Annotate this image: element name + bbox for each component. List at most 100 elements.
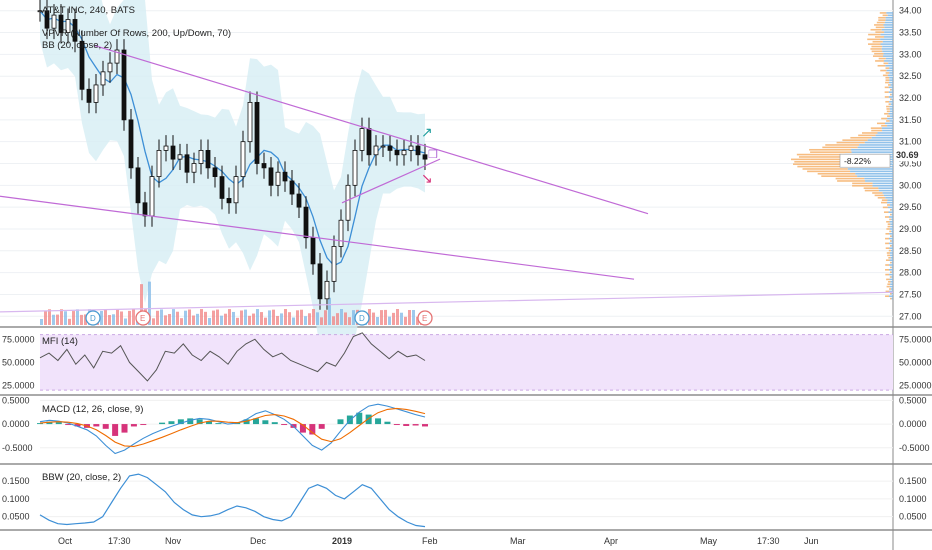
symbol-title: AT&T INC, 240, BATS (42, 5, 135, 16)
vpvr-down-bar (891, 266, 893, 269)
vpvr-down-bar (889, 79, 893, 81)
vpvr-down-bar (889, 100, 893, 103)
volume-bar (48, 309, 51, 325)
candle-body (205, 150, 211, 169)
vpvr-down-bar (864, 177, 893, 180)
volume-bar (180, 318, 183, 325)
price-tick-label: 29.50 (899, 202, 922, 212)
price-tick-label: 27.50 (899, 289, 922, 299)
macd-histogram-bar (384, 421, 391, 425)
vpvr-down-bar (882, 40, 893, 43)
vpvr-up-bar (887, 204, 891, 206)
macd-histogram-bar (252, 418, 259, 425)
volume-bar (164, 315, 167, 325)
vpvr-down-bar (889, 242, 893, 245)
price-pane[interactable]: D E D E ↗ ↘ ❒ 34.00 33.50 33.00 32.50 32.00 31.50 31… (0, 0, 930, 359)
trendlines[interactable] (0, 45, 894, 313)
volume-bar (68, 318, 71, 325)
vpvr-down-bar (889, 247, 893, 249)
candle-body (366, 128, 372, 156)
vpvr-up-bar (876, 21, 885, 24)
vpvr-up-bar (890, 213, 892, 216)
time-tick-label: Oct (58, 536, 73, 546)
vpvr-up-bar (791, 158, 843, 161)
vpvr-up-bar (888, 84, 891, 86)
candle-body (408, 145, 414, 151)
bbw-pane[interactable]: 0.1500 0.1500 0.1000 0.1000 0.0500 0.0500 (2, 473, 927, 528)
vpvr-up-bar (887, 223, 891, 225)
volume-bar (108, 315, 111, 325)
macd-histogram-bar (215, 423, 222, 425)
vpvr-down-bar (878, 187, 893, 189)
vpvr-down-bar (885, 19, 893, 21)
mfi-pane[interactable]: 75.0000 75.0000 50.0000 50.0000 25.0000 25.00… (2, 332, 932, 391)
event-marker-label: D (90, 314, 96, 323)
vpvr-down-bar (890, 115, 893, 117)
volume-bar (408, 310, 411, 325)
vpvr-up-bar (822, 146, 858, 149)
vpvr-up-bar (802, 168, 848, 170)
candle-body (324, 280, 330, 300)
vpvr-up-bar (890, 235, 892, 237)
macd-tick-left: 0.5000 (2, 395, 30, 405)
macd-histogram-bar (196, 419, 203, 425)
vpvr-down-bar (889, 67, 893, 69)
vpvr-up-bar (884, 91, 889, 93)
bbw-tick-left: 0.0500 (2, 512, 30, 522)
vpvr-up-bar (884, 112, 889, 115)
candle-body (345, 184, 351, 221)
candle-body (338, 219, 344, 247)
vpvr-up-bar (885, 232, 890, 235)
volume-bar (100, 310, 103, 325)
candle-body (240, 141, 246, 177)
vpvr-up-bar (885, 81, 890, 84)
event-markers[interactable]: D E D E ↗ ↘ ❒ (85, 124, 438, 326)
vpvr-down-bar (884, 21, 893, 24)
volume-bar (168, 313, 171, 325)
macd-pane[interactable]: 0.5000 0.5000 0.0000 0.0000 -0.5000 -0.5000 (2, 395, 930, 455)
volume-bar (340, 309, 343, 325)
vpvr-up-bar (842, 139, 868, 141)
vpvr-up-bar (890, 208, 892, 211)
vpvr-up-bar (885, 247, 890, 249)
volume-bar (156, 310, 159, 325)
price-tick-label: 33.50 (899, 28, 922, 38)
vpvr-up-bar (883, 62, 889, 65)
vpvr-down-bar (889, 290, 893, 293)
volume-bar (276, 315, 279, 325)
bbw-legend: BBW (20, close, 2) (42, 472, 121, 483)
volume-bar (220, 315, 223, 325)
vpvr-down-bar (882, 129, 893, 132)
candle-body (296, 193, 302, 208)
macd-histogram-bar (356, 412, 363, 425)
vpvr-down-bar (889, 269, 893, 271)
volume-bar (256, 309, 259, 325)
candle-body (394, 150, 400, 156)
vpvr-down-bar (891, 288, 893, 290)
volume-bar (324, 310, 327, 325)
bbw-tick-right: 0.1000 (899, 494, 927, 504)
macd-histogram-bar (130, 424, 137, 427)
time-tick-label: Feb (422, 536, 438, 546)
macd-histogram-bar (393, 424, 400, 426)
macd-histogram-bar (74, 424, 81, 427)
candle-body (233, 176, 239, 204)
vpvr-down-bar (891, 261, 893, 264)
event-marker-label: E (422, 314, 427, 323)
candle-body (212, 167, 218, 177)
vpvr-down-bar (889, 120, 893, 122)
volume-bar (148, 281, 151, 325)
vpvr-up-bar (885, 67, 890, 69)
vpvr-down-bar (889, 285, 893, 288)
volume-bar (228, 309, 231, 325)
candle-body (79, 40, 85, 90)
candle-body (100, 71, 106, 86)
vpvr-up-bar (868, 33, 881, 36)
vpvr-up-bar (794, 160, 844, 163)
vpvr-down-bar (890, 204, 893, 206)
volume-bar (328, 297, 331, 325)
event-marker-circle (354, 310, 370, 326)
vpvr-down-bar (888, 211, 893, 213)
time-tick-label: 2019 (332, 536, 352, 546)
